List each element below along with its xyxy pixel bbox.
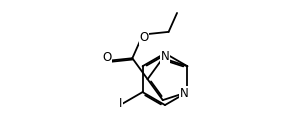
Text: O: O: [140, 31, 149, 44]
Text: I: I: [118, 97, 122, 110]
Text: N: N: [180, 87, 188, 100]
Text: N: N: [161, 50, 169, 63]
Text: O: O: [102, 51, 111, 64]
